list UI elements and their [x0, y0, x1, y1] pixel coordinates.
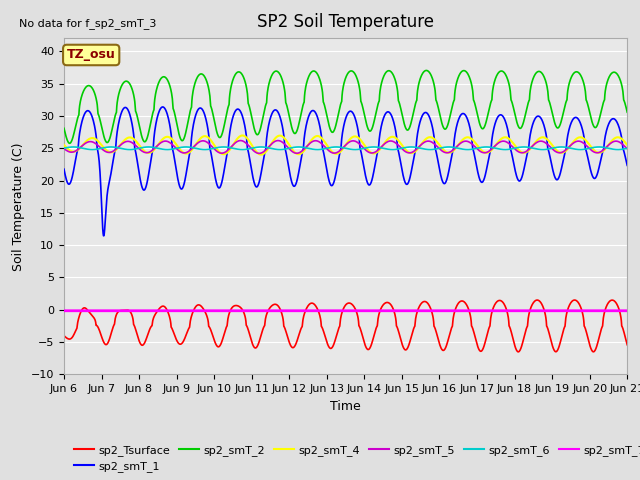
Text: No data for f_sp2_smT_3: No data for f_sp2_smT_3: [19, 18, 156, 29]
Legend: sp2_Tsurface, sp2_smT_1, sp2_smT_2, sp2_smT_4, sp2_smT_5, sp2_smT_6, sp2_smT_7: sp2_Tsurface, sp2_smT_1, sp2_smT_2, sp2_…: [70, 441, 640, 477]
Title: SP2 Soil Temperature: SP2 Soil Temperature: [257, 13, 434, 31]
X-axis label: Time: Time: [330, 400, 361, 413]
Text: TZ_osu: TZ_osu: [67, 48, 116, 61]
Y-axis label: Soil Temperature (C): Soil Temperature (C): [12, 142, 26, 271]
